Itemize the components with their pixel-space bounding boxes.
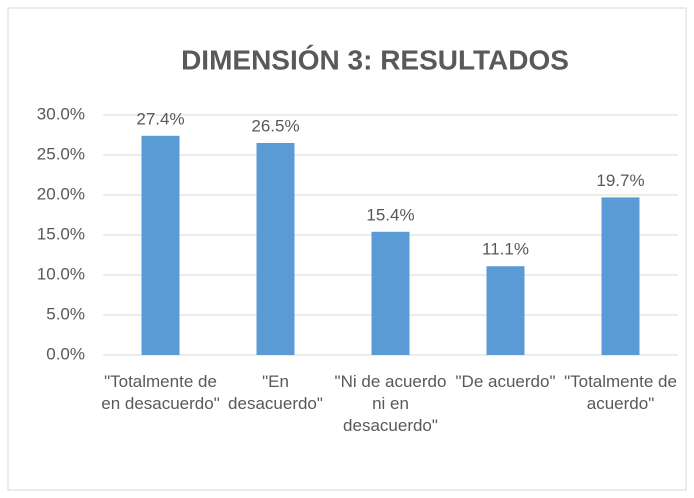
data-label: 19.7% <box>596 171 644 190</box>
x-tick-label: "De acuerdo" <box>455 372 556 391</box>
x-tick-label: "Ni de acuerdo ni en desacuerdo" <box>334 372 447 435</box>
x-tick-label: "En desacuerdo" <box>228 372 323 413</box>
chart-frame <box>7 7 687 491</box>
data-label: 11.1% <box>482 240 529 259</box>
y-tick-label: 5.0% <box>46 304 85 323</box>
chart-title: DIMENSIÓN 3: RESULTADOS <box>181 44 569 75</box>
x-tick-label: "Totalmente de en desacuerdo" <box>101 372 220 413</box>
x-tick-label: "Totalmente de acuerdo" <box>564 372 677 413</box>
y-tick-label: 20.0% <box>37 184 85 203</box>
bar <box>141 135 180 355</box>
y-tick-label: 0.0% <box>46 344 85 363</box>
y-tick-label: 15.0% <box>37 224 85 243</box>
data-label: 27.4% <box>136 109 184 128</box>
y-tick-label: 25.0% <box>37 144 85 163</box>
bar <box>256 143 295 355</box>
y-tick-label: 30.0% <box>37 104 85 123</box>
data-label: 15.4% <box>366 205 414 224</box>
bar <box>601 197 640 355</box>
bar <box>371 231 410 355</box>
y-tick-label: 10.0% <box>37 264 85 283</box>
data-label: 26.5% <box>251 116 299 135</box>
bar <box>486 266 525 355</box>
